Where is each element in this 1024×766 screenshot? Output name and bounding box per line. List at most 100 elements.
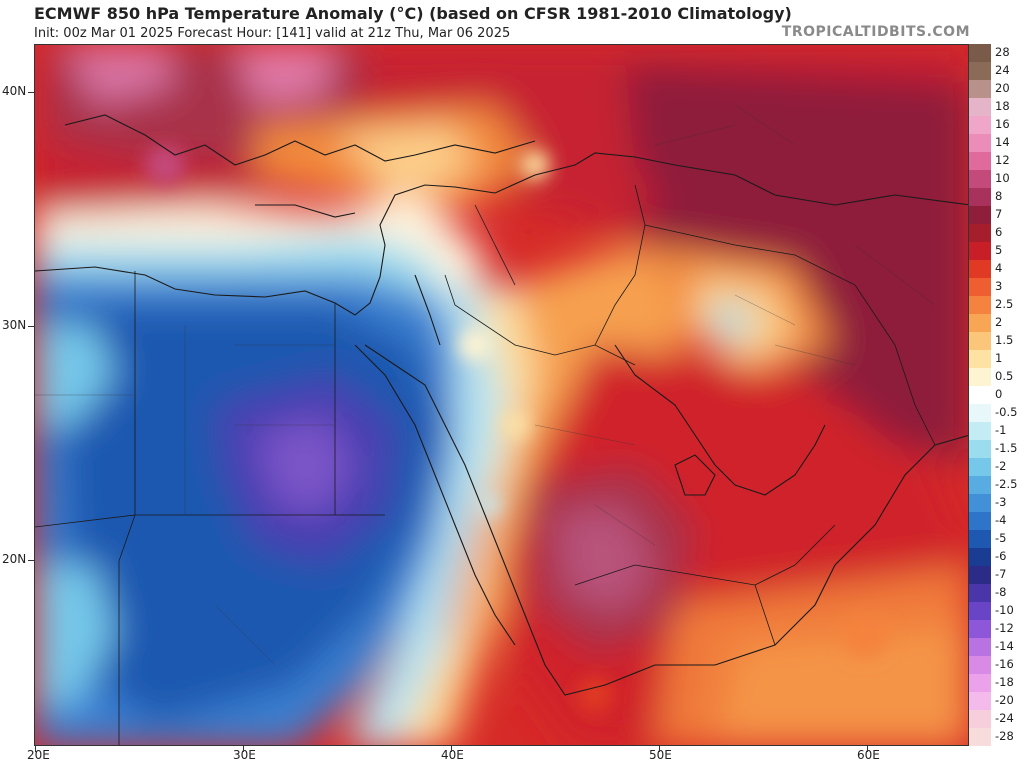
colorbar-swatch xyxy=(969,566,991,584)
province-borders xyxy=(35,104,936,666)
colorbar-level: -2 xyxy=(969,458,1024,476)
colorbar-swatch xyxy=(969,350,991,368)
colorbar-label: -4 xyxy=(995,513,1007,527)
colorbar-level: 2.5 xyxy=(969,296,1024,314)
colorbar-swatch xyxy=(969,314,991,332)
colorbar-level: 10 xyxy=(969,170,1024,188)
colorbar-label: 14 xyxy=(995,135,1010,149)
colorbar-level: 5 xyxy=(969,242,1024,260)
colorbar-swatch xyxy=(969,548,991,566)
colorbar-swatch xyxy=(969,296,991,314)
colorbar-swatch xyxy=(969,602,991,620)
colorbar-level: 2 xyxy=(969,314,1024,332)
colorbar-label: -3 xyxy=(995,495,1007,509)
colorbar-label: 16 xyxy=(995,117,1010,131)
colorbar-label: 20 xyxy=(995,81,1010,95)
colorbar-label: -18 xyxy=(995,675,1014,689)
colorbar-level: 4 xyxy=(969,260,1024,278)
map-canvas xyxy=(35,45,968,745)
colorbar-level: -2.5 xyxy=(969,476,1024,494)
colorbar-label: 1.5 xyxy=(995,333,1014,347)
colorbar-label: -20 xyxy=(995,693,1014,707)
colorbar-level: -20 xyxy=(969,692,1024,710)
colorbar-level: -10 xyxy=(969,602,1024,620)
colorbar-level: 18 xyxy=(969,98,1024,116)
lat-label-40n: 40N xyxy=(2,84,27,98)
colorbar-level: -16 xyxy=(969,656,1024,674)
temperature-anomaly-map[interactable] xyxy=(34,44,969,746)
colorbar-swatch xyxy=(969,494,991,512)
colorbar-label: -5 xyxy=(995,531,1007,545)
colorbar-label: 12 xyxy=(995,153,1010,167)
colorbar-level: 28 xyxy=(969,44,1024,62)
colorbar-label: -0.5 xyxy=(995,405,1018,419)
colorbar-level: -0.5 xyxy=(969,404,1024,422)
colorbar-level: -1.5 xyxy=(969,440,1024,458)
lat-tick xyxy=(28,92,34,93)
colorbar-swatch xyxy=(969,98,991,116)
colorbar-label: -10 xyxy=(995,603,1014,617)
colorbar-level: 6 xyxy=(969,224,1024,242)
colorbar-level: 24 xyxy=(969,62,1024,80)
colorbar-label: -16 xyxy=(995,657,1014,671)
colorbar-level: 12 xyxy=(969,152,1024,170)
colorbar-level: 20 xyxy=(969,80,1024,98)
colorbar-level: -14 xyxy=(969,638,1024,656)
colorbar-swatch xyxy=(969,638,991,656)
colorbar-swatch xyxy=(969,368,991,386)
colorbar-level: 3 xyxy=(969,278,1024,296)
lon-tick xyxy=(243,746,244,752)
lon-label-60e: 60E xyxy=(857,748,880,762)
colorbar-label: -1.5 xyxy=(995,441,1018,455)
lat-label-30n: 30N xyxy=(2,318,27,332)
lon-tick xyxy=(867,746,868,752)
colorbar-level: 7 xyxy=(969,206,1024,224)
colorbar-level: -1 xyxy=(969,422,1024,440)
colorbar-swatch xyxy=(969,332,991,350)
colorbar-swatch xyxy=(969,134,991,152)
colorbar-swatch xyxy=(969,404,991,422)
colorbar-level: -8 xyxy=(969,584,1024,602)
colorbar-label: -14 xyxy=(995,639,1014,653)
map-title: ECMWF 850 hPa Temperature Anomaly (°C) (… xyxy=(34,4,792,23)
colorbar-level: -4 xyxy=(969,512,1024,530)
colorbar-label: 28 xyxy=(995,45,1010,59)
colorbar-level: 8 xyxy=(969,188,1024,206)
colorbar-swatch xyxy=(969,440,991,458)
colorbar-label: 2 xyxy=(995,315,1003,329)
colorbar-swatch xyxy=(969,458,991,476)
colorbar-swatch xyxy=(969,530,991,548)
colorbar-swatch xyxy=(969,620,991,638)
colorbar-swatch xyxy=(969,224,991,242)
lon-tick xyxy=(451,746,452,752)
colorbar-swatch xyxy=(969,206,991,224)
colorbar-swatch xyxy=(969,170,991,188)
colorbar-level: -6 xyxy=(969,548,1024,566)
colorbar-label: 7 xyxy=(995,207,1003,221)
colorbar-level: -28 xyxy=(969,728,1024,746)
colorbar-swatch xyxy=(969,260,991,278)
colorbar-label: -24 xyxy=(995,711,1014,725)
colorbar-level: 0.5 xyxy=(969,368,1024,386)
colorbar-label: 4 xyxy=(995,261,1003,275)
colorbar-swatch xyxy=(969,476,991,494)
colorbar-label: 0 xyxy=(995,387,1003,401)
anomaly-field xyxy=(35,45,968,745)
colorbar-label: -2.5 xyxy=(995,477,1018,491)
lon-tick xyxy=(659,746,660,752)
colorbar-level: -7 xyxy=(969,566,1024,584)
colorbar-swatch xyxy=(969,512,991,530)
colorbar-level: -5 xyxy=(969,530,1024,548)
colorbar-label: 0.5 xyxy=(995,369,1014,383)
colorbar-swatch xyxy=(969,80,991,98)
colorbar-swatch xyxy=(969,62,991,80)
colorbar-swatch xyxy=(969,188,991,206)
lon-label-50e: 50E xyxy=(649,748,672,762)
lat-tick xyxy=(28,560,34,561)
colorbar-swatch xyxy=(969,278,991,296)
lon-tick xyxy=(35,746,36,752)
colorbar-swatch xyxy=(969,44,991,62)
colorbar-swatch xyxy=(969,152,991,170)
coastlines xyxy=(35,114,968,696)
forecast-info: Init: 00z Mar 01 2025 Forecast Hour: [14… xyxy=(34,26,511,41)
